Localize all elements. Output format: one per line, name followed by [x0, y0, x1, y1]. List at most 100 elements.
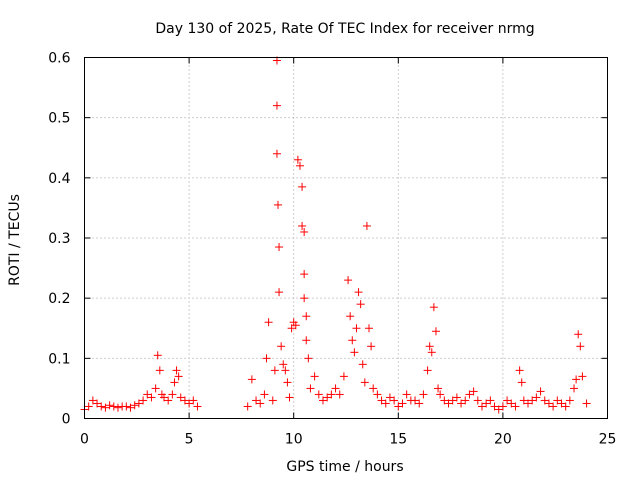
data-point [394, 402, 403, 411]
y-axis-ticks: 0 0.1 0.2 0.3 0.4 0.5 0.6 [48, 51, 608, 428]
data-point [264, 318, 273, 327]
y-tick-label: 0.1 [48, 351, 70, 367]
data-point [105, 401, 114, 410]
data-point [350, 348, 359, 357]
data-point [415, 399, 424, 408]
data-point [298, 182, 307, 191]
data-point [310, 372, 319, 381]
data-point [318, 396, 327, 405]
data-point [519, 396, 528, 405]
data-point [170, 378, 179, 387]
data-point [369, 384, 378, 393]
chart-title: Day 130 of 2025, Rate Of TEC Index for r… [155, 21, 534, 37]
data-point [287, 324, 296, 333]
data-point [549, 402, 558, 411]
data-point [436, 390, 445, 399]
data-point [193, 402, 202, 411]
data-point [429, 303, 438, 312]
data-point [427, 348, 436, 357]
data-point [367, 342, 376, 351]
data-point [314, 390, 323, 399]
data-point [578, 372, 587, 381]
data-point [507, 399, 516, 408]
data-point [515, 366, 524, 375]
x-tick-label: 0 [80, 432, 89, 448]
data-point [172, 366, 181, 375]
data-point [302, 336, 311, 345]
data-point [360, 378, 369, 387]
data-point [109, 402, 118, 411]
data-point [461, 396, 470, 405]
data-point [477, 402, 486, 411]
data-point [465, 390, 474, 399]
data-point [572, 375, 581, 384]
data-points [80, 56, 591, 414]
x-tick-label: 20 [494, 432, 512, 448]
x-tick-label: 25 [599, 432, 617, 448]
data-point [298, 221, 307, 230]
data-point [84, 402, 93, 411]
y-tick-label: 0 [62, 412, 71, 428]
data-point [574, 330, 583, 339]
x-tick-label: 10 [285, 432, 303, 448]
data-point [300, 227, 309, 236]
data-point [423, 366, 432, 375]
y-tick-label: 0.5 [48, 111, 70, 127]
data-point [327, 390, 336, 399]
data-point [381, 399, 390, 408]
data-point [300, 270, 309, 279]
data-point [331, 384, 340, 393]
data-point [279, 360, 288, 369]
y-tick-label: 0.6 [48, 51, 70, 67]
data-point [88, 396, 97, 405]
data-point [457, 399, 466, 408]
data-point [323, 393, 332, 402]
data-point [243, 402, 252, 411]
data-point [174, 372, 183, 381]
data-point [295, 161, 304, 170]
data-point [419, 390, 428, 399]
data-point [576, 342, 585, 351]
data-point [260, 390, 269, 399]
x-axis-ticks: 0 5 10 15 20 25 [80, 57, 617, 448]
data-point [411, 396, 420, 405]
data-point [532, 393, 541, 402]
data-point [498, 402, 507, 411]
x-tick-label: 15 [389, 432, 407, 448]
data-point [528, 396, 537, 405]
data-point [130, 401, 139, 410]
data-point [448, 396, 457, 405]
data-point [285, 393, 294, 402]
data-point [582, 399, 591, 408]
data-point [275, 243, 284, 252]
data-point [159, 393, 168, 402]
grid-lines [84, 57, 608, 419]
data-point [398, 399, 407, 408]
data-point [155, 366, 164, 375]
data-point [97, 402, 106, 411]
data-point [339, 372, 348, 381]
data-point [164, 396, 173, 405]
data-point [536, 387, 545, 396]
data-point [185, 399, 194, 408]
data-point [561, 402, 570, 411]
data-point [189, 396, 198, 405]
data-point [402, 390, 411, 399]
data-point [431, 327, 440, 336]
data-point [147, 393, 156, 402]
data-point [134, 399, 143, 408]
data-point [517, 378, 526, 387]
y-tick-label: 0.3 [48, 231, 70, 247]
data-point [354, 288, 363, 297]
data-point [274, 200, 283, 209]
data-point [452, 393, 461, 402]
data-point [540, 396, 549, 405]
data-point [270, 366, 279, 375]
data-point [524, 399, 533, 408]
data-point [486, 396, 495, 405]
data-point [272, 149, 281, 158]
data-point [469, 387, 478, 396]
data-point [304, 354, 313, 363]
data-point [302, 312, 311, 321]
